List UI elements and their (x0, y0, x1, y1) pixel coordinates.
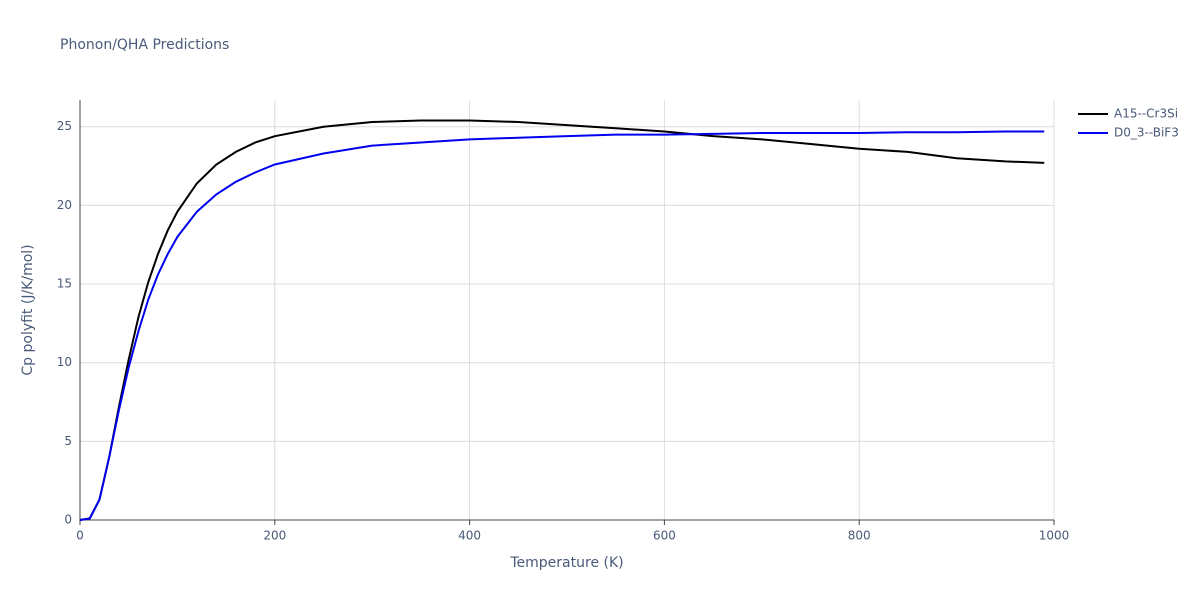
x-tick-label: 800 (848, 529, 871, 543)
y-tick-label: 25 (57, 119, 72, 133)
x-axis-label: Temperature (K) (509, 555, 623, 571)
legend-label: D0_3--BiF3 (1114, 126, 1179, 140)
x-tick-label: 1000 (1039, 529, 1070, 543)
y-tick-label: 20 (57, 198, 72, 212)
y-tick-label: 0 (64, 513, 72, 527)
x-tick-label: 200 (263, 529, 286, 543)
x-tick-label: 0 (76, 529, 84, 543)
y-tick-label: 5 (64, 434, 72, 448)
y-tick-label: 10 (57, 355, 72, 369)
legend-label: A15--Cr3Si (1114, 107, 1178, 121)
x-tick-label: 400 (458, 529, 481, 543)
x-tick-label: 600 (653, 529, 676, 543)
series-line (79, 119, 1045, 521)
chart-title: Phonon/QHA Predictions (60, 37, 229, 53)
y-tick-label: 15 (57, 277, 72, 291)
series-line (79, 130, 1045, 521)
y-axis-label: Cp polyfit (J/K/mol) (20, 244, 36, 375)
